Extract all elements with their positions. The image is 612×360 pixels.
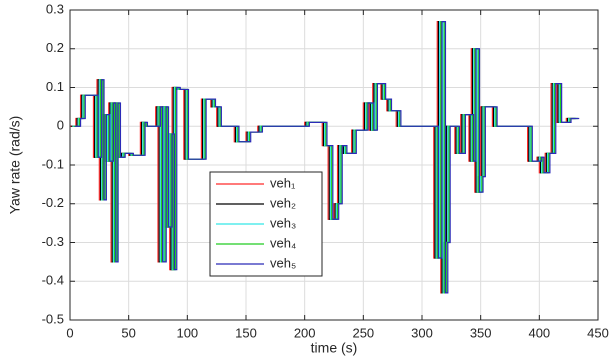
series-line (73, 21, 579, 294)
x-tick-label: 0 (66, 325, 73, 340)
legend-label: veh₁ (270, 175, 296, 190)
y-tick-label: -0.5 (42, 311, 64, 326)
x-tick-label: 450 (587, 325, 609, 340)
x-tick-label: 50 (121, 325, 135, 340)
plot-frame (69, 9, 599, 321)
legend: veh₁ veh₂ veh₃ veh₄ veh₅ (209, 171, 323, 277)
y-tick-label: -0.4 (42, 273, 64, 288)
x-axis-label: time (s) (311, 340, 358, 356)
y-axis-label: Yaw rate (rad/s) (7, 116, 23, 215)
y-tick-label: -0.3 (42, 234, 64, 249)
series-line (74, 21, 580, 294)
y-tick-label: -0.1 (42, 156, 64, 171)
x-tick-label: 250 (352, 325, 374, 340)
x-tick-label: 400 (528, 325, 550, 340)
y-tick-label: 0.2 (46, 40, 64, 55)
x-tick-label: 100 (176, 325, 198, 340)
legend-label: veh₅ (270, 255, 296, 270)
legend-label: veh₃ (270, 215, 296, 230)
series-line (71, 21, 576, 294)
x-tick-label: 200 (294, 325, 316, 340)
legend-label: veh₄ (270, 235, 296, 250)
x-tick-label: 150 (235, 325, 257, 340)
series-line (72, 21, 577, 294)
y-tick-label: -0.2 (42, 195, 64, 210)
legend-label: veh₂ (270, 195, 296, 210)
y-tick-label: 0.1 (46, 79, 64, 94)
x-tick-label: 350 (470, 325, 492, 340)
x-tick-label: 300 (411, 325, 433, 340)
y-tick-label: 0.3 (46, 1, 64, 16)
y-tick-label: 0 (57, 118, 64, 133)
